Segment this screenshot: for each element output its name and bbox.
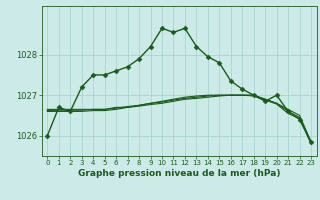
X-axis label: Graphe pression niveau de la mer (hPa): Graphe pression niveau de la mer (hPa) (78, 169, 280, 178)
